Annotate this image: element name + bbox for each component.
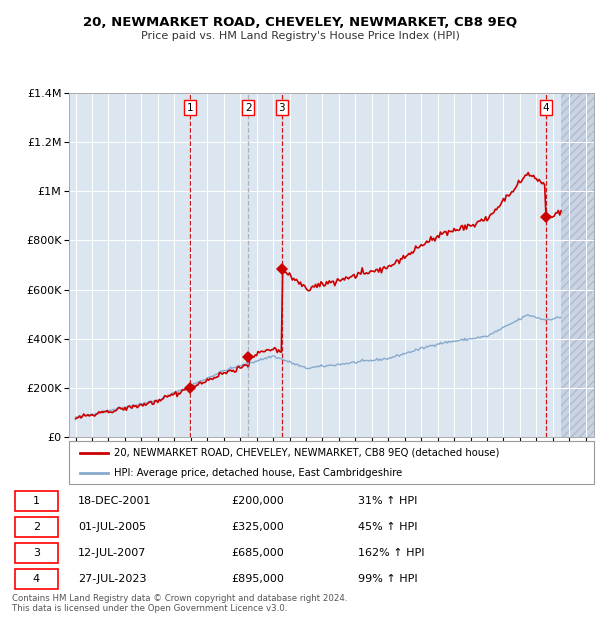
Text: HPI: Average price, detached house, East Cambridgeshire: HPI: Average price, detached house, East… [113,467,402,477]
Text: 20, NEWMARKET ROAD, CHEVELEY, NEWMARKET, CB8 9EQ (detached house): 20, NEWMARKET ROAD, CHEVELEY, NEWMARKET,… [113,448,499,458]
FancyBboxPatch shape [15,543,58,563]
Text: 45% ↑ HPI: 45% ↑ HPI [358,522,417,532]
Text: £325,000: £325,000 [231,522,284,532]
Text: 2: 2 [33,522,40,532]
Text: 162% ↑ HPI: 162% ↑ HPI [358,548,424,558]
Text: 31% ↑ HPI: 31% ↑ HPI [358,496,417,506]
Text: 1: 1 [187,103,193,113]
Text: £200,000: £200,000 [231,496,284,506]
FancyBboxPatch shape [15,517,58,537]
Text: 2: 2 [245,103,252,113]
Text: 12-JUL-2007: 12-JUL-2007 [78,548,146,558]
Text: 4: 4 [33,574,40,584]
Text: 27-JUL-2023: 27-JUL-2023 [78,574,147,584]
Text: Price paid vs. HM Land Registry's House Price Index (HPI): Price paid vs. HM Land Registry's House … [140,31,460,41]
Text: 01-JUL-2005: 01-JUL-2005 [78,522,146,532]
Text: 20, NEWMARKET ROAD, CHEVELEY, NEWMARKET, CB8 9EQ: 20, NEWMARKET ROAD, CHEVELEY, NEWMARKET,… [83,16,517,29]
Text: 3: 3 [278,103,285,113]
Text: £895,000: £895,000 [231,574,284,584]
FancyBboxPatch shape [15,491,58,511]
Bar [561,93,594,437]
Text: 3: 3 [33,548,40,558]
Bar [561,93,594,437]
Text: £685,000: £685,000 [231,548,284,558]
Text: 4: 4 [542,103,549,113]
Text: 1: 1 [33,496,40,506]
Text: 18-DEC-2001: 18-DEC-2001 [78,496,152,506]
Text: 99% ↑ HPI: 99% ↑ HPI [358,574,417,584]
Text: Contains HM Land Registry data © Crown copyright and database right 2024.
This d: Contains HM Land Registry data © Crown c… [12,594,347,613]
FancyBboxPatch shape [15,569,58,589]
